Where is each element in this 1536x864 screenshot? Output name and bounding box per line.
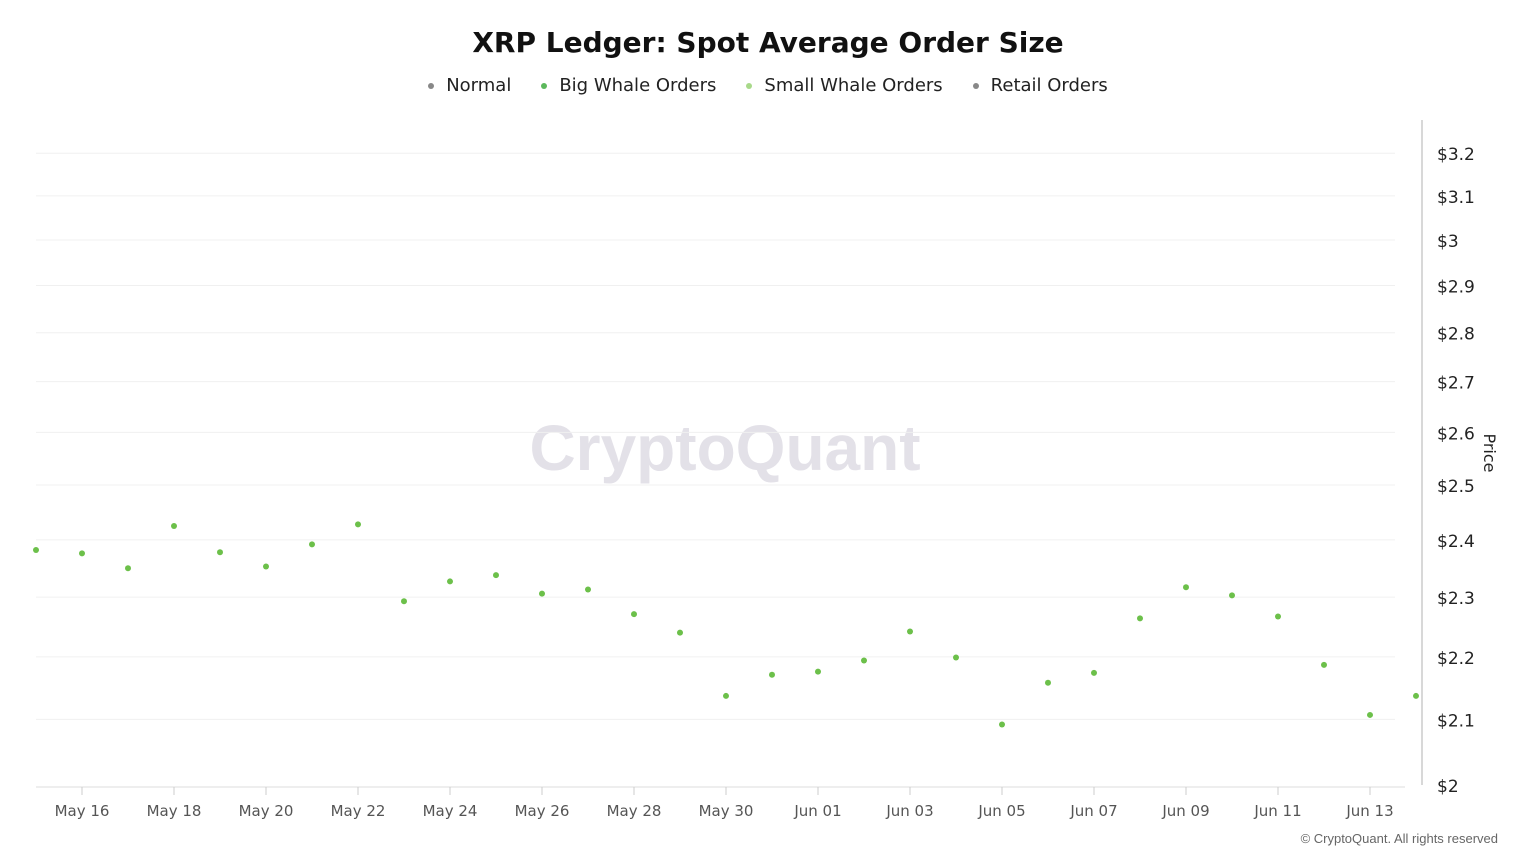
data-point — [1275, 613, 1281, 620]
y-tick-label: $2.7 — [1437, 374, 1475, 394]
x-tick-label: Jun 05 — [977, 802, 1025, 820]
data-point — [263, 563, 269, 570]
y-tick-label: $2.5 — [1437, 477, 1475, 497]
y-tick-label: $3 — [1437, 232, 1459, 252]
x-tick-label: Jun 09 — [1161, 802, 1209, 820]
data-point — [125, 565, 131, 572]
x-tick-label: Jun 01 — [793, 802, 841, 820]
y-tick-label: $2.3 — [1437, 589, 1475, 609]
y-tick-label: $3.2 — [1437, 145, 1475, 165]
data-point — [447, 578, 453, 585]
legend: Normal Big Whale Orders Small Whale Orders… — [0, 75, 1536, 96]
chart-title: XRP Ledger: Spot Average Order Size — [472, 26, 1064, 59]
data-point — [401, 598, 407, 605]
data-point — [1229, 592, 1235, 599]
y-tick-label: $2.9 — [1437, 278, 1475, 298]
y-tick-label: $2.6 — [1437, 424, 1475, 444]
x-tick-label: Jun 03 — [885, 802, 933, 820]
data-point — [217, 549, 223, 556]
x-tick-label: May 26 — [515, 802, 570, 820]
data-point — [33, 547, 39, 554]
legend-item[interactable]: Retail Orders — [972, 75, 1108, 96]
data-point — [355, 521, 361, 528]
y-tick-label: $2 — [1437, 777, 1459, 797]
legend-marker — [972, 82, 979, 89]
data-point — [171, 522, 177, 529]
legend-label: Big Whale Orders — [559, 75, 717, 96]
data-point — [1091, 669, 1097, 676]
watermark: CryptoQuant — [529, 412, 920, 484]
data-point — [953, 654, 959, 661]
x-tick-label: May 16 — [55, 802, 110, 820]
legend-label: Retail Orders — [990, 75, 1108, 96]
data-point — [539, 590, 545, 597]
data-point — [493, 572, 499, 579]
x-tick-label: May 20 — [239, 802, 294, 820]
legend-marker — [746, 82, 753, 89]
x-tick-label: May 18 — [147, 802, 202, 820]
data-point — [1183, 584, 1189, 591]
data-point — [677, 629, 683, 636]
y-tick-label: $3.1 — [1437, 188, 1475, 208]
legend-item[interactable]: Small Whale Orders — [746, 75, 943, 96]
data-point — [1137, 615, 1143, 622]
data-point — [861, 657, 867, 664]
data-point — [1045, 679, 1051, 686]
legend-item[interactable]: Big Whale Orders — [541, 75, 716, 96]
y-tick-label: $2.8 — [1437, 325, 1475, 345]
data-point — [907, 628, 913, 635]
data-point — [1413, 692, 1419, 699]
copyright-footer: © CryptoQuant. All rights reserved — [1300, 831, 1498, 846]
x-tick-label: May 24 — [423, 802, 478, 820]
y-tick-label: $2.1 — [1437, 711, 1475, 731]
x-tick-label: May 22 — [331, 802, 386, 820]
x-tick-label: Jun 13 — [1345, 802, 1393, 820]
data-point — [585, 586, 591, 593]
legend-marker — [541, 82, 548, 89]
y-tick-label: $2.2 — [1437, 649, 1475, 669]
legend-marker — [428, 82, 435, 89]
data-point — [815, 668, 821, 675]
x-tick-label: Jun 11 — [1253, 802, 1301, 820]
data-point — [999, 721, 1005, 728]
x-tick-label: May 30 — [699, 802, 754, 820]
legend-item[interactable]: Normal — [428, 75, 511, 96]
data-point — [79, 550, 85, 557]
data-point — [723, 692, 729, 699]
data-point — [769, 671, 775, 678]
data-point — [309, 541, 315, 548]
data-point — [631, 611, 637, 618]
y-tick-label: $2.4 — [1437, 532, 1475, 552]
legend-label: Normal — [446, 75, 512, 96]
data-point — [1321, 661, 1327, 668]
data-point — [1367, 711, 1373, 718]
x-tick-label: Jun 07 — [1069, 802, 1117, 820]
y-axis-label: Price — [1480, 433, 1499, 472]
x-tick-label: May 28 — [607, 802, 662, 820]
legend-label: Small Whale Orders — [764, 75, 943, 96]
